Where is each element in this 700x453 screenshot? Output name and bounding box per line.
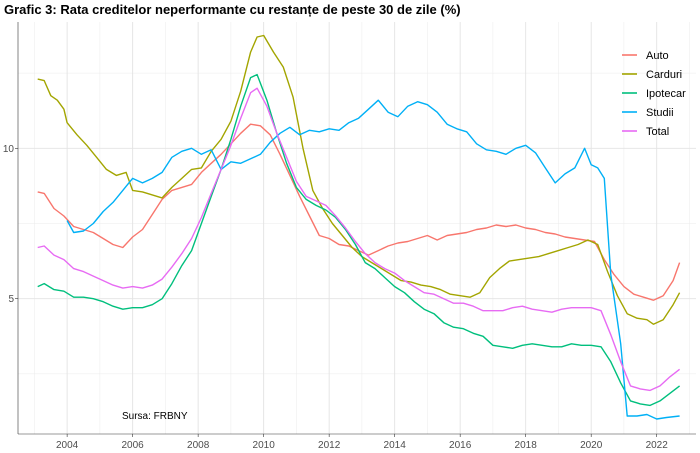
x-tick-label: 2004 [56, 440, 79, 451]
y-tick-label: 10 [3, 144, 15, 155]
legend-label-total: Total [646, 126, 669, 138]
x-tick-label: 2010 [253, 440, 276, 451]
axes [17, 22, 696, 435]
x-tick-label: 2022 [646, 440, 669, 451]
source-note: Sursa: FRBNY [122, 411, 188, 422]
x-tick-label: 2020 [580, 440, 603, 451]
series-line-studii [66, 99, 680, 420]
x-tick-label: 2016 [449, 440, 472, 451]
x-axis-ticks: 2004 2006 2008 2010 2012 2014 2016 2018 2020 2022 [56, 434, 668, 451]
series-lines [37, 34, 681, 420]
x-tick-label: 2012 [318, 440, 341, 451]
legend: Auto Carduri Ipotecar Studii Total [622, 50, 686, 138]
series-line-ipotecar [37, 73, 681, 407]
grid [18, 22, 696, 434]
x-tick-label: 2018 [515, 440, 538, 451]
chart-title: Grafic 3: Rata creditelor neperformante … [4, 2, 461, 17]
x-tick-label: 2006 [122, 440, 145, 451]
y-tick-label: 5 [8, 294, 14, 305]
series-line-total [37, 87, 681, 392]
legend-label-ipotecar: Ipotecar [646, 88, 686, 100]
legend-label-carduri: Carduri [646, 69, 682, 81]
x-tick-label: 2008 [187, 440, 210, 451]
legend-label-studii: Studii [646, 107, 674, 119]
plot-panel [18, 22, 696, 434]
y-axis-ticks: 5 10 [3, 144, 18, 305]
legend-label-auto: Auto [646, 50, 669, 62]
x-tick-label: 2014 [384, 440, 407, 451]
